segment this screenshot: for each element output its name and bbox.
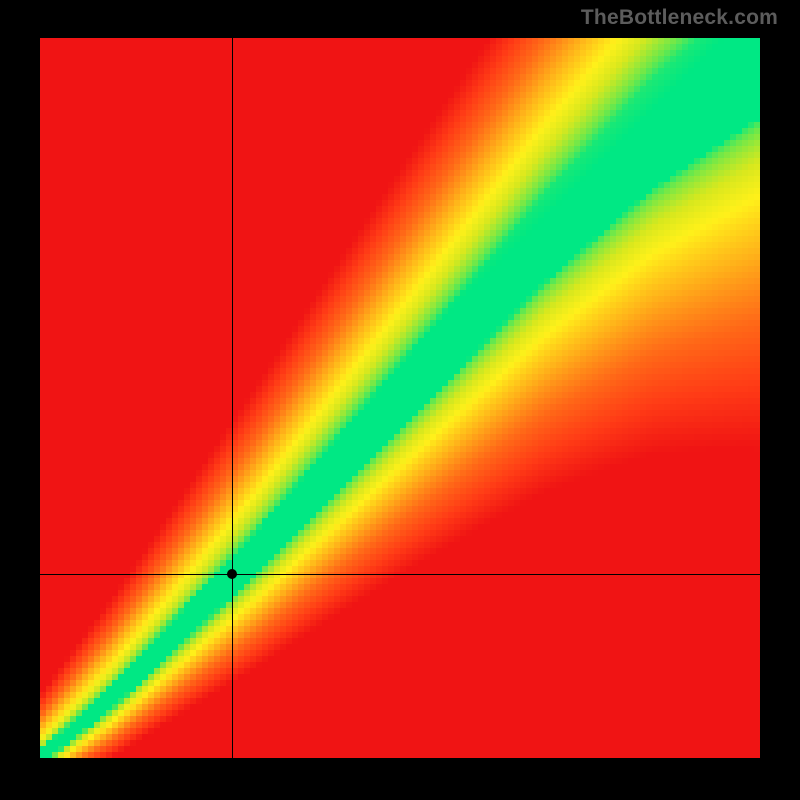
heatmap-plot — [40, 38, 760, 758]
heatmap-canvas — [40, 38, 760, 758]
watermark-text: TheBottleneck.com — [581, 6, 778, 30]
